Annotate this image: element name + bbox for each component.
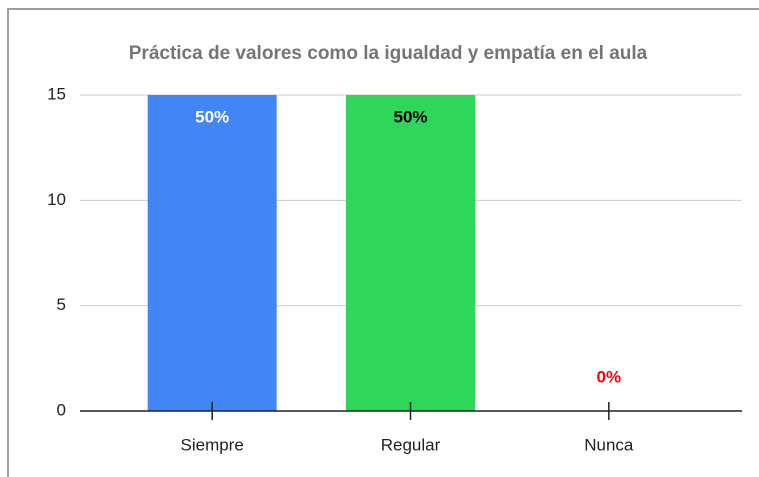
x-tick-label: Regular xyxy=(381,435,441,454)
y-tick-label: 5 xyxy=(57,295,66,314)
data-label: 50% xyxy=(393,107,427,126)
y-tick-label: 10 xyxy=(47,190,66,209)
bar xyxy=(346,95,475,411)
data-label: 0% xyxy=(597,367,622,386)
x-tick-label: Nunca xyxy=(584,435,634,454)
y-tick-label: 15 xyxy=(47,84,66,103)
chart-title: Práctica de valores como la igualdad y e… xyxy=(129,43,648,64)
y-tick-label: 0 xyxy=(57,400,66,419)
x-tick-label: Siempre xyxy=(181,435,244,454)
bar xyxy=(147,95,277,411)
data-label: 50% xyxy=(195,107,229,126)
